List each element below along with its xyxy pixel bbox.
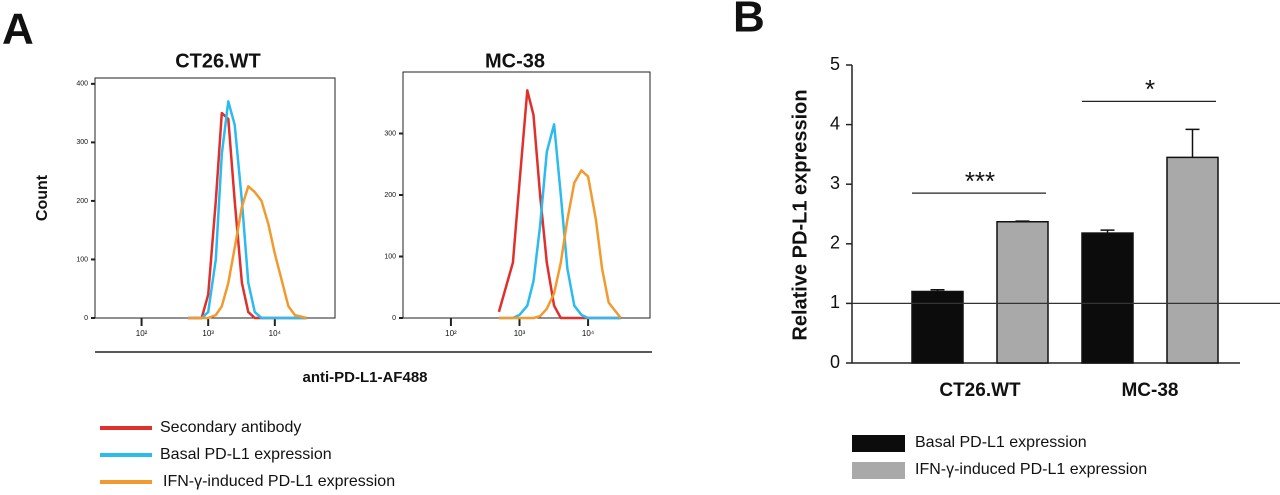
legend-swatch [852, 462, 905, 479]
y-tick-label: 400 [76, 81, 88, 88]
histogram-line [498, 169, 622, 320]
legend-label: IFN-γ-induced PD-L1 expression [915, 461, 1147, 478]
x-tick-label: CT26.WT [939, 380, 1021, 401]
x-tick-label: 10³ [514, 329, 526, 338]
bar [1166, 156, 1219, 364]
bar [996, 220, 1049, 364]
histogram-line [497, 89, 621, 320]
y-axis-label: Relative PD-L1 expression [789, 89, 811, 340]
histogram-line [188, 111, 307, 320]
x-axis-label: anti-PD-L1-AF488 [302, 369, 427, 386]
error-bar [1100, 229, 1115, 234]
y-tick-label: 1 [830, 292, 840, 312]
panel-label: B [733, 0, 765, 42]
legend-label: Basal PD-L1 expression [915, 434, 1087, 451]
y-tick-label: 2 [830, 233, 840, 253]
y-axis-label: Count [34, 174, 51, 221]
legend-label: Basal PD-L1 expression [160, 446, 332, 463]
y-tick-label: 200 [384, 192, 396, 199]
error-bar [1015, 220, 1030, 222]
x-tick-label: 10³ [202, 329, 214, 338]
chart-title: MC-38 [485, 50, 545, 72]
significance-label: * [1145, 74, 1155, 104]
y-tick-label: 200 [76, 198, 88, 205]
y-tick-label: 4 [830, 113, 840, 133]
bar [1081, 232, 1134, 364]
histogram-line [188, 100, 307, 320]
legend-label: IFN-γ-induced PD-L1 expression [163, 473, 395, 490]
legend-swatch [852, 435, 905, 452]
x-tick-label: 10⁴ [269, 329, 282, 338]
y-tick-label: 0 [830, 352, 840, 372]
y-tick-label: 300 [76, 139, 88, 146]
error-bar [930, 288, 945, 292]
panel-label: A [2, 5, 34, 54]
y-tick-label: 100 [384, 253, 396, 260]
significance-label: *** [965, 166, 995, 196]
y-tick-label: 3 [830, 173, 840, 193]
y-tick-label: 100 [76, 256, 88, 263]
legend-label: Secondary antibody [160, 419, 301, 436]
y-tick-label: 300 [384, 130, 396, 137]
x-tick-label: MC-38 [1121, 380, 1178, 401]
y-tick-label: 0 [84, 315, 88, 322]
histogram-line [188, 185, 307, 320]
y-tick-label: 0 [392, 315, 396, 322]
plot-frame [94, 77, 336, 319]
x-tick-label: 10⁴ [582, 329, 595, 338]
x-tick-label: 10² [136, 329, 148, 338]
chart-title: CT26.WT [175, 50, 261, 72]
error-bar [1185, 128, 1200, 158]
y-tick-label: 5 [830, 54, 840, 74]
x-tick-label: 10² [445, 329, 457, 338]
histogram-line [498, 123, 621, 320]
bar [911, 290, 964, 364]
